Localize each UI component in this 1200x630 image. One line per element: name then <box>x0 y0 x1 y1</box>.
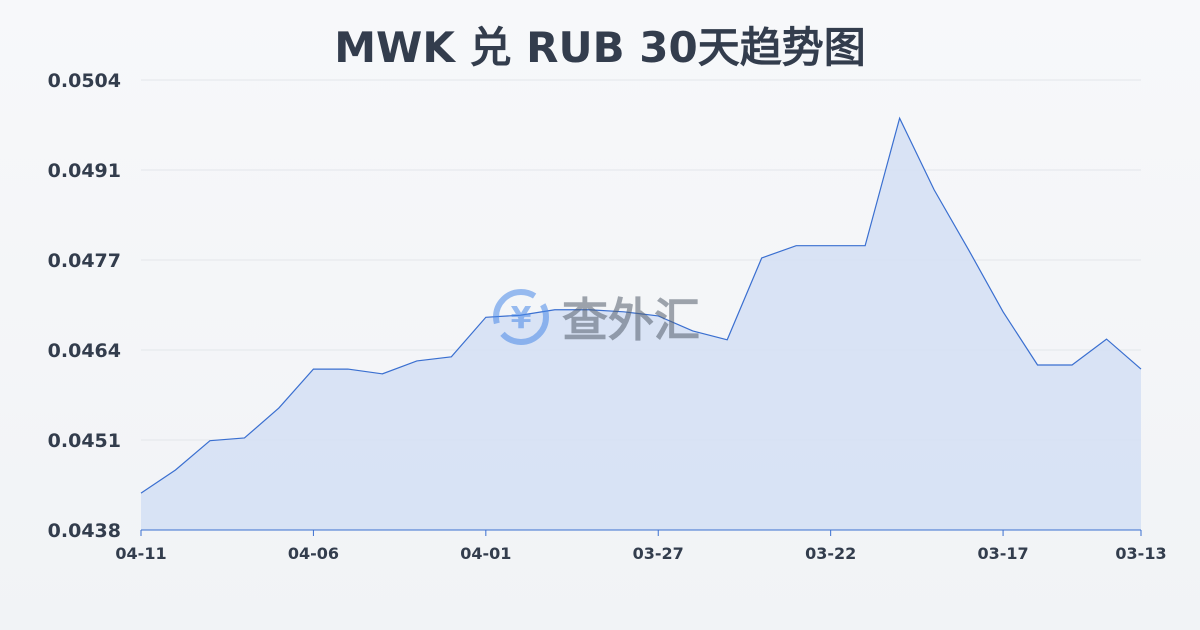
chart-title: MWK 兑 RUB 30天趋势图 <box>334 23 866 72</box>
x-tick-label: 03-17 <box>977 544 1028 563</box>
watermark-text: 查外汇 <box>562 293 700 347</box>
watermark: ¥ 查外汇 <box>490 284 700 350</box>
area-fill <box>141 118 1141 530</box>
x-tick-label: 04-06 <box>288 544 339 563</box>
series-line <box>140 116 1142 494</box>
x-tick-label: 03-22 <box>805 544 856 563</box>
y-tick-label: 0.0438 <box>48 520 121 542</box>
x-tick-label: 04-01 <box>460 544 511 563</box>
y-tick-label: 0.0491 <box>48 160 121 182</box>
y-tick-label: 0.0477 <box>48 250 121 272</box>
currency-exchange-icon: ¥ <box>493 289 549 345</box>
y-tick-label: 0.0464 <box>48 340 121 362</box>
x-tick-label: 03-27 <box>633 544 684 563</box>
x-tick-label: 03-13 <box>1115 544 1166 563</box>
x-tick-label: 04-11 <box>115 544 166 563</box>
y-tick-label: 0.0451 <box>48 430 121 452</box>
y-tick-label: 0.0504 <box>48 70 121 92</box>
svg-text:¥: ¥ <box>511 301 532 336</box>
